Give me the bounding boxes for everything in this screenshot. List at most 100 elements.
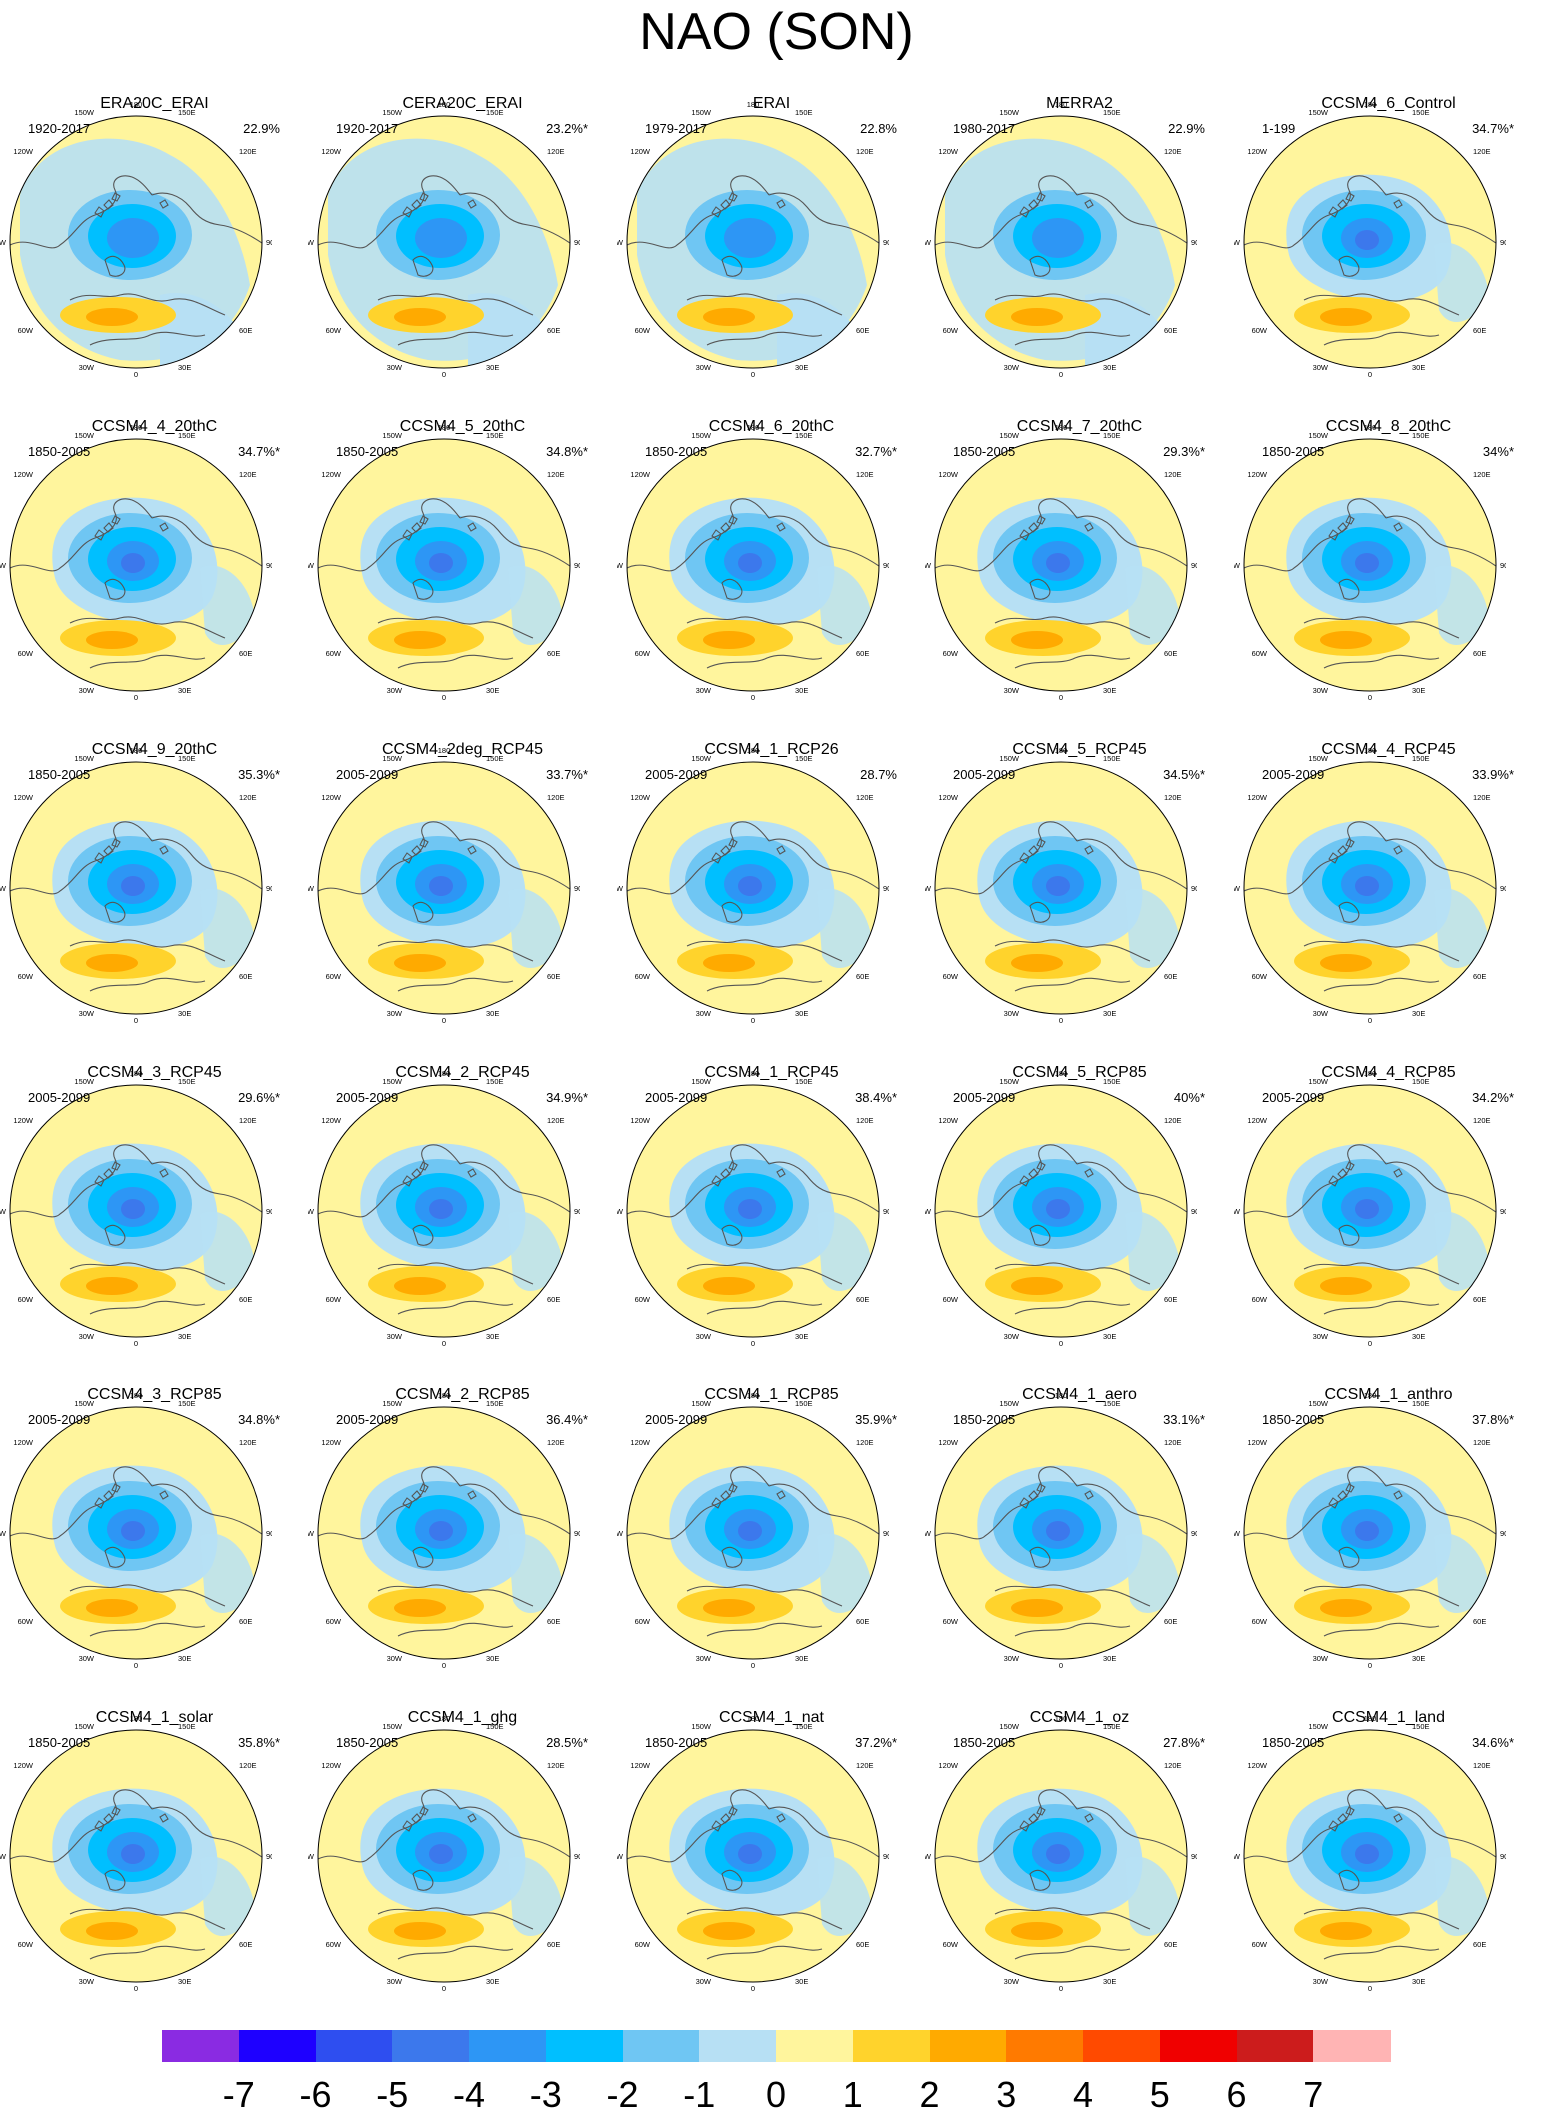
longitude-label: 0 bbox=[442, 1339, 446, 1346]
longitude-label: 0 bbox=[442, 1016, 446, 1023]
longitude-label: 90W bbox=[617, 884, 624, 893]
longitude-label: 30W bbox=[387, 363, 403, 372]
longitude-label: 180 bbox=[747, 1391, 760, 1400]
map-panel: 180 150W 150E 120W 120E 90W 90E 60W 60E 30W 30E 0 CC… bbox=[916, 418, 1234, 740]
longitude-label: 30W bbox=[1313, 363, 1329, 372]
longitude-label: 60E bbox=[547, 1940, 560, 1949]
panel-title: CCSM4_1_RCP45 bbox=[704, 1064, 839, 1081]
panel-period: 2005-2099 bbox=[336, 1412, 399, 1427]
longitude-label: 0 bbox=[1368, 1016, 1372, 1023]
longitude-label: 60E bbox=[856, 1940, 869, 1949]
map-panel: 180 150W 150E 120W 120E 90W 90E 60W 60E 30W 30E 0 CC… bbox=[608, 741, 926, 1063]
longitude-label: 150W bbox=[382, 1399, 403, 1408]
longitude-label: 0 bbox=[134, 1339, 138, 1346]
longitude-label: 90E bbox=[1191, 1852, 1197, 1861]
longitude-label: 120E bbox=[1473, 1438, 1491, 1447]
longitude-label: 90E bbox=[1191, 1529, 1197, 1538]
longitude-label: 30W bbox=[1004, 686, 1020, 695]
longitude-label: 30W bbox=[1004, 1654, 1020, 1663]
panel-period: 1850-2005 bbox=[645, 444, 708, 459]
longitude-label: 60E bbox=[1164, 326, 1177, 335]
longitude-label: 90W bbox=[308, 884, 315, 893]
longitude-label: 150E bbox=[1103, 108, 1121, 117]
longitude-label: 90E bbox=[1500, 238, 1506, 247]
longitude-label: 150E bbox=[1412, 1077, 1430, 1086]
panel-period: 1850-2005 bbox=[28, 1735, 91, 1750]
longitude-label: 180 bbox=[1055, 423, 1068, 432]
longitude-label: 90W bbox=[617, 1207, 624, 1216]
longitude-label: 120W bbox=[1247, 1761, 1268, 1770]
longitude-label: 150E bbox=[486, 1077, 504, 1086]
panel-period: 2005-2099 bbox=[645, 767, 708, 782]
map-panel: 180 150W 150E 120W 120E 90W 90E 60W 60E 30W 30E 0 CC… bbox=[299, 1064, 617, 1386]
longitude-label: 90E bbox=[266, 884, 272, 893]
longitude-label: 60W bbox=[635, 649, 651, 658]
colorbar-swatch bbox=[622, 2030, 700, 2062]
longitude-label: 120E bbox=[1164, 1438, 1182, 1447]
longitude-label: 90W bbox=[925, 561, 932, 570]
longitude-label: 120W bbox=[630, 1438, 651, 1447]
longitude-label: 30E bbox=[795, 1977, 808, 1986]
longitude-label: 150W bbox=[691, 108, 712, 117]
longitude-label: 90E bbox=[266, 1529, 272, 1538]
longitude-label: 30E bbox=[178, 363, 191, 372]
longitude-label: 60E bbox=[239, 1617, 252, 1626]
longitude-label: 150W bbox=[999, 754, 1020, 763]
polar-map: 180 150W 150E 120W 120E 90W 90E 60W 60E 30W 30E 0 bbox=[916, 1069, 1205, 1348]
map-panel: 180 150W 150E 120W 120E 90W 90E 60W 60E 30W 30E 0 ER… bbox=[608, 95, 926, 417]
colorbar-tick-label: -5 bbox=[376, 2074, 409, 2115]
longitude-label: 30W bbox=[1313, 686, 1329, 695]
longitude-label: 30E bbox=[486, 363, 499, 372]
longitude-label: 90E bbox=[1191, 561, 1197, 570]
polar-map: 180 150W 150E 120W 120E 90W 90E 60W 60E 30W 30E 0 bbox=[0, 1069, 279, 1348]
longitude-label: 90W bbox=[308, 561, 315, 570]
longitude-label: 0 bbox=[751, 370, 755, 377]
map-panel-grid: 180 150W 150E 120W 120E 90W 90E 60W 60E 30W 30E 0 ER… bbox=[0, 95, 1514, 1993]
colorbar-tick-label: 7 bbox=[1303, 2074, 1324, 2115]
polar-map: 180 150W 150E 120W 120E 90W 90E 60W 60E 30W 30E 0 bbox=[608, 423, 897, 702]
longitude-label: 180 bbox=[438, 1391, 451, 1400]
longitude-label: 30W bbox=[696, 1009, 712, 1018]
colorbar-swatch bbox=[392, 2030, 470, 2062]
panel-variance-percent: 34.2%* bbox=[1472, 1090, 1514, 1105]
longitude-label: 90W bbox=[0, 561, 7, 570]
longitude-label: 150W bbox=[999, 1077, 1020, 1086]
longitude-label: 90E bbox=[574, 561, 580, 570]
longitude-label: 120W bbox=[321, 1438, 342, 1447]
longitude-label: 120W bbox=[13, 1116, 34, 1125]
panel-period: 1-199 bbox=[1262, 121, 1296, 136]
panel-variance-percent: 33.9%* bbox=[1472, 767, 1514, 782]
longitude-label: 0 bbox=[1059, 1984, 1063, 1991]
longitude-label: 30E bbox=[795, 1332, 808, 1341]
panel-title: ERA20C_ERAI bbox=[100, 95, 209, 112]
longitude-label: 90E bbox=[266, 238, 272, 247]
longitude-label: 150E bbox=[178, 108, 196, 117]
longitude-label: 150W bbox=[691, 1722, 712, 1731]
longitude-label: 60E bbox=[856, 972, 869, 981]
longitude-label: 180 bbox=[1055, 746, 1068, 755]
longitude-label: 180 bbox=[438, 100, 451, 109]
longitude-label: 150W bbox=[691, 754, 712, 763]
longitude-label: 60E bbox=[239, 649, 252, 658]
panel-variance-percent: 23.2%* bbox=[546, 121, 588, 136]
longitude-label: 180 bbox=[438, 1069, 451, 1078]
longitude-label: 180 bbox=[747, 746, 760, 755]
map-panel: 180 150W 150E 120W 120E 90W 90E 60W 60E 30W 30E 0 CC… bbox=[0, 1386, 309, 1708]
longitude-label: 30E bbox=[1412, 686, 1425, 695]
longitude-label: 120E bbox=[856, 1761, 874, 1770]
colorbar-swatch bbox=[699, 2030, 777, 2062]
longitude-label: 60W bbox=[943, 1617, 959, 1626]
colorbar-tick-label: -1 bbox=[683, 2074, 716, 2115]
longitude-label: 0 bbox=[134, 1984, 138, 1991]
panel-period: 1979-2017 bbox=[645, 121, 708, 136]
longitude-label: 60E bbox=[239, 1940, 252, 1949]
polar-map: 180 150W 150E 120W 120E 90W 90E 60W 60E 30W 30E 0 bbox=[0, 423, 279, 702]
longitude-label: 90W bbox=[925, 1529, 932, 1538]
panel-period: 1850-2005 bbox=[1262, 1412, 1325, 1427]
longitude-label: 150E bbox=[1103, 431, 1121, 440]
longitude-label: 0 bbox=[1059, 370, 1063, 377]
longitude-label: 60W bbox=[1252, 649, 1268, 658]
longitude-label: 150E bbox=[178, 1722, 196, 1731]
longitude-label: 90W bbox=[1234, 1852, 1241, 1861]
map-panel: 180 150W 150E 120W 120E 90W 90E 60W 60E 30W 30E 0 ER… bbox=[0, 95, 309, 417]
